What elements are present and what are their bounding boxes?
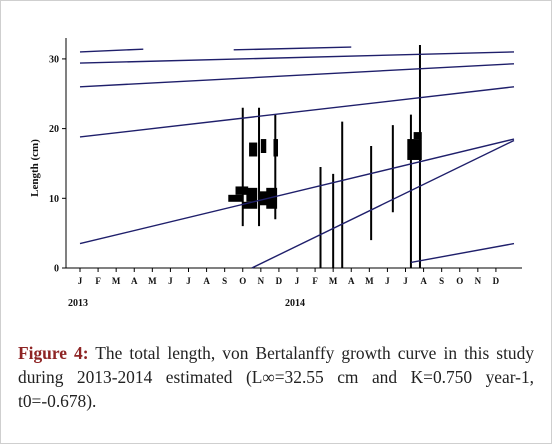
frequency-block xyxy=(246,187,258,202)
growth-curve-line xyxy=(79,63,515,88)
x-month-label: A xyxy=(131,276,138,286)
growth-curve-line xyxy=(410,242,515,264)
frequency-block xyxy=(266,187,278,209)
growth-curve-line xyxy=(79,138,515,245)
frequency-block xyxy=(413,132,422,140)
growth-curve-line xyxy=(233,46,352,51)
caption-text: The total length, von Bertalanffy growth… xyxy=(18,343,534,411)
chart-labels: Length (cm) xyxy=(29,139,41,197)
x-month-label: M xyxy=(329,276,338,286)
y-tick-label: 0 xyxy=(54,264,59,275)
x-month-label: J xyxy=(186,276,191,286)
x-month-label: N xyxy=(475,276,482,286)
growth-curve-line xyxy=(79,86,515,138)
y-tick-label: 10 xyxy=(49,194,59,205)
x-year-label: 2014 xyxy=(285,298,305,309)
caption-label: Figure 4: xyxy=(18,343,89,363)
y-axis-label: Length (cm) xyxy=(29,139,41,197)
x-month-label: S xyxy=(439,276,444,286)
x-month-label: F xyxy=(95,276,101,286)
x-month-label: M xyxy=(365,276,374,286)
x-month-label: M xyxy=(148,276,157,286)
x-month-label: J xyxy=(78,276,83,286)
x-month-label: J xyxy=(295,276,300,286)
frequency-block xyxy=(228,194,243,202)
y-tick-label: 20 xyxy=(49,124,59,135)
x-month-label: O xyxy=(456,276,463,286)
x-month-label: D xyxy=(493,276,500,286)
frequency-block xyxy=(249,142,258,157)
x-month-label: D xyxy=(276,276,283,286)
growth-curve-line xyxy=(79,51,515,64)
x-month-label: J xyxy=(168,276,173,286)
x-year-label: 2013 xyxy=(68,298,88,309)
y-tick-label: 30 xyxy=(49,54,59,65)
growth-curves xyxy=(79,46,515,269)
frequency-block xyxy=(242,201,258,209)
x-month-label: M xyxy=(112,276,121,286)
x-month-label: J xyxy=(385,276,390,286)
x-month-label: A xyxy=(348,276,355,286)
frequency-spikes xyxy=(241,44,421,268)
x-month-label: J xyxy=(403,276,408,286)
x-month-label: F xyxy=(312,276,318,286)
x-month-label: A xyxy=(420,276,427,286)
x-month-label: N xyxy=(258,276,265,286)
x-month-label: A xyxy=(203,276,210,286)
growth-curve-line xyxy=(79,48,144,53)
x-month-label: S xyxy=(222,276,227,286)
x-month-label: O xyxy=(239,276,246,286)
frequency-block xyxy=(260,139,267,153)
figure-caption: Figure 4: The total length, von Bertalan… xyxy=(18,341,534,413)
frequency-block xyxy=(259,191,269,206)
growth-curve-line xyxy=(251,139,515,269)
